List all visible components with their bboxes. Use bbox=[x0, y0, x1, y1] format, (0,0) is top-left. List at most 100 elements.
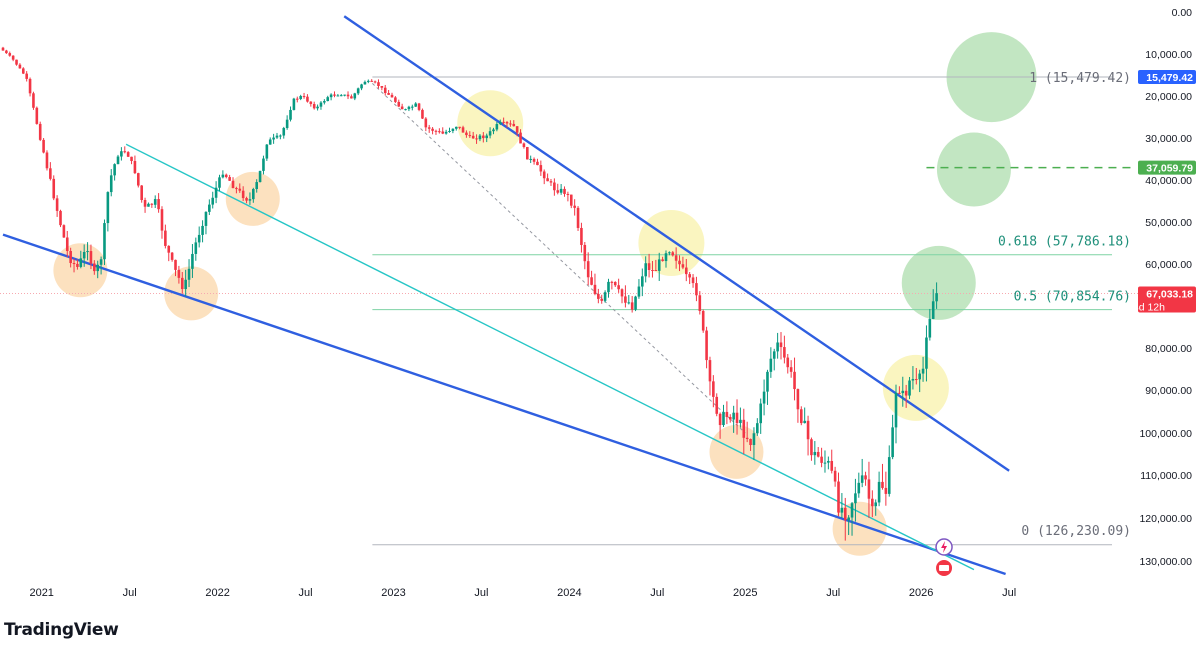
y-tick-label: 30,000.00 bbox=[1145, 133, 1192, 145]
candle-body bbox=[915, 379, 918, 381]
x-tick-label: 2025 bbox=[733, 587, 757, 599]
candle-body bbox=[925, 337, 928, 369]
candle-body bbox=[235, 188, 238, 190]
candle-body bbox=[820, 456, 823, 463]
candle-body bbox=[816, 451, 820, 457]
candle-body bbox=[312, 104, 316, 109]
candle-body bbox=[333, 94, 336, 96]
candle-body bbox=[231, 180, 235, 189]
candle-body bbox=[417, 103, 421, 110]
candle-body bbox=[306, 96, 309, 102]
candle-body bbox=[908, 380, 911, 396]
candle-body bbox=[705, 330, 708, 361]
candle-body bbox=[390, 94, 394, 98]
candle-body bbox=[566, 193, 570, 195]
candle-body bbox=[559, 188, 563, 193]
candle-body bbox=[607, 281, 610, 293]
candle-body bbox=[326, 97, 330, 102]
candle-body bbox=[329, 94, 333, 98]
price-axis[interactable]: 0.00 10,000.00 20,000.00 30,000.00 40,000.00… bbox=[1139, 7, 1192, 568]
candle-body bbox=[830, 460, 834, 471]
candle-body bbox=[42, 139, 45, 153]
candle-body bbox=[18, 64, 22, 69]
candle-body bbox=[684, 267, 688, 275]
tradingview-logo[interactable]: TradingView bbox=[4, 620, 119, 640]
candle-body bbox=[556, 190, 560, 193]
candle-body bbox=[840, 507, 844, 513]
candle-body bbox=[133, 160, 137, 174]
candle-body bbox=[45, 152, 49, 169]
candle-body bbox=[877, 481, 881, 503]
candle-body bbox=[583, 244, 587, 262]
candle-body bbox=[441, 131, 445, 134]
candle-body bbox=[292, 98, 296, 110]
candle-body bbox=[69, 250, 72, 264]
candle-body bbox=[590, 277, 593, 285]
candle-body bbox=[620, 289, 624, 297]
x-tick-label: 2024 bbox=[557, 587, 581, 599]
candle-body bbox=[32, 93, 35, 108]
candlesticks[interactable] bbox=[1, 46, 938, 541]
candle-body bbox=[221, 174, 225, 178]
trendlines bbox=[2, 15, 1010, 576]
candle-body bbox=[593, 284, 597, 294]
candle-body bbox=[901, 390, 905, 394]
candle-body bbox=[454, 126, 458, 129]
candle-body bbox=[512, 123, 516, 127]
candle-body bbox=[336, 95, 340, 97]
x-tick-label: Jul bbox=[1002, 587, 1016, 599]
time-axis[interactable]: 2021 Jul 2022 Jul 2023 Jul 2024 Jul 2025 Jul 2026 J… bbox=[29, 587, 1016, 599]
candle-body bbox=[289, 109, 292, 120]
candle-body bbox=[160, 209, 164, 231]
candle-body bbox=[637, 286, 641, 297]
candle-body bbox=[681, 264, 685, 268]
candle-body bbox=[356, 88, 360, 94]
candle-body bbox=[502, 121, 505, 123]
candle-body bbox=[627, 302, 631, 304]
dotted-path bbox=[372, 83, 746, 434]
candle-body bbox=[573, 205, 576, 208]
candle-body bbox=[126, 152, 130, 157]
candle-body bbox=[827, 460, 830, 463]
candle-body bbox=[444, 131, 448, 134]
candle-body bbox=[302, 96, 306, 98]
fib-label-0: 1 (15,479.42) bbox=[1029, 71, 1131, 86]
candle-body bbox=[197, 234, 201, 243]
orange-zone-1 bbox=[164, 266, 219, 321]
candle-body bbox=[762, 391, 766, 404]
candle-body bbox=[647, 263, 651, 271]
candle-body bbox=[928, 318, 932, 338]
candle-body bbox=[62, 225, 66, 238]
candle-body bbox=[360, 84, 363, 89]
candle-body bbox=[769, 358, 773, 372]
candle-body bbox=[772, 351, 776, 359]
candle-body bbox=[316, 106, 319, 109]
candle-body bbox=[522, 143, 526, 148]
candle-body bbox=[380, 86, 384, 88]
fib-label-1: 0.618 (57,786.18) bbox=[998, 235, 1131, 250]
candle-body bbox=[539, 165, 543, 172]
last-price-tag-bg bbox=[1138, 286, 1196, 313]
y-tick-label: 0.00 bbox=[1172, 7, 1193, 19]
candle-body bbox=[505, 122, 509, 124]
candle-body bbox=[180, 277, 184, 290]
candle-body bbox=[529, 158, 532, 160]
candle-body bbox=[400, 106, 404, 110]
candle-body bbox=[427, 127, 431, 129]
candle-body bbox=[860, 475, 864, 483]
candle-body bbox=[394, 97, 397, 102]
candle-body bbox=[184, 279, 187, 290]
event-icons bbox=[935, 538, 953, 576]
candle-body bbox=[262, 158, 265, 171]
target-price-tag: 37,059.79 bbox=[1146, 163, 1193, 175]
candle-body bbox=[526, 147, 529, 160]
candle-body bbox=[823, 462, 827, 464]
candle-body bbox=[431, 128, 434, 131]
candle-body bbox=[191, 253, 194, 269]
candle-body bbox=[519, 132, 522, 144]
fib-label-3: 0 (126,230.09) bbox=[1021, 524, 1131, 539]
candle-body bbox=[674, 255, 678, 261]
candle-body bbox=[238, 188, 242, 191]
candle-body bbox=[668, 252, 671, 254]
